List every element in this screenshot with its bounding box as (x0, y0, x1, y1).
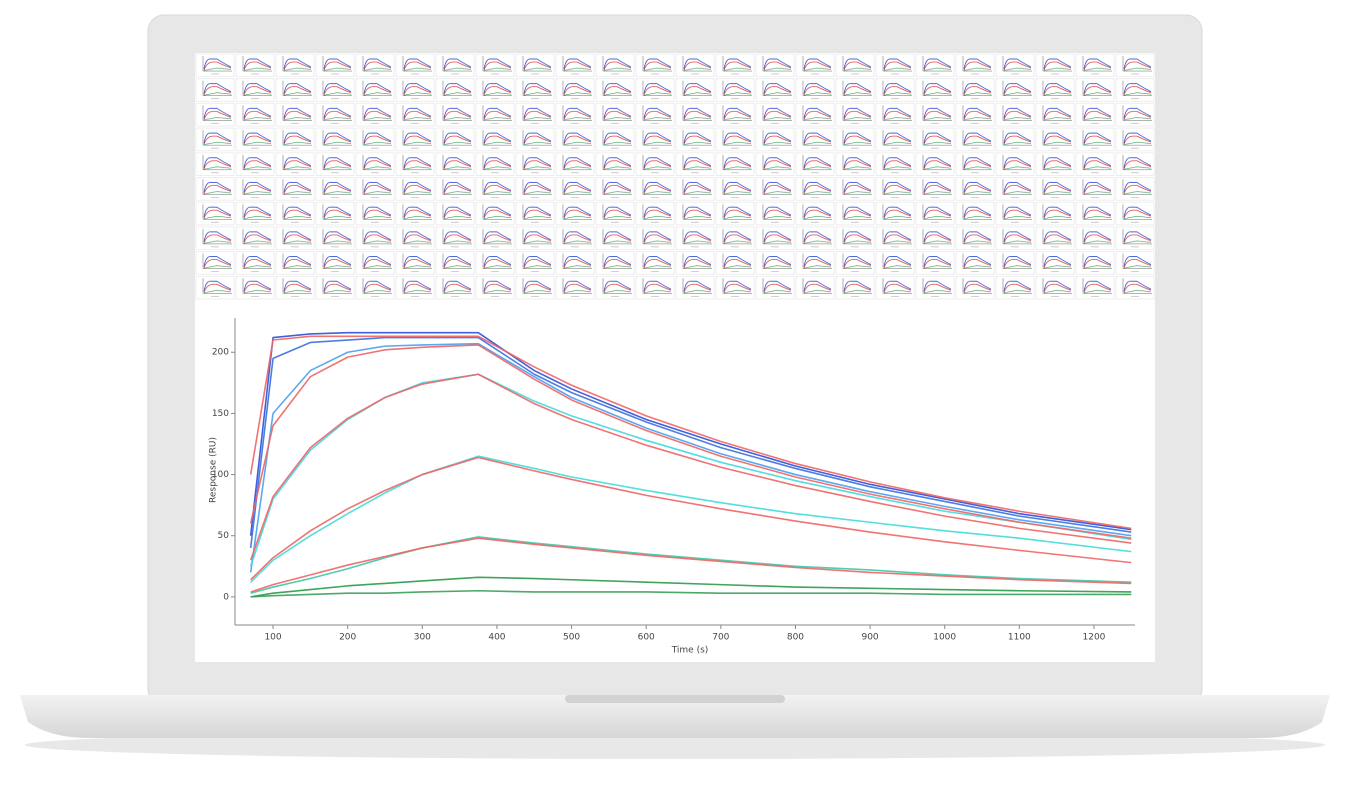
series-line (250, 536, 1132, 594)
x-tick-label: 400 (488, 633, 505, 643)
series-line (249, 344, 1132, 539)
thumbnail-grid (195, 53, 1155, 300)
series-line (249, 342, 1132, 573)
series-line (250, 589, 1132, 598)
series-line (249, 373, 1132, 561)
series-line (249, 373, 1132, 567)
series-line (250, 455, 1132, 583)
x-axis-label: Time (s) (671, 646, 709, 656)
notch (565, 695, 785, 703)
x-tick-label: 1100 (1008, 633, 1031, 643)
x-tick-label: 900 (861, 633, 878, 643)
x-tick-label: 800 (787, 633, 804, 643)
x-tick-label: 600 (638, 633, 655, 643)
sensorgram: Time (s) Response (RU) 100 200 300 400 500 60… (209, 318, 1135, 656)
series-line (249, 335, 1132, 530)
series-line (249, 336, 1132, 549)
y-tick-label: 150 (212, 409, 229, 419)
x-tick-label: 100 (264, 633, 281, 643)
x-tick-label: 700 (712, 633, 729, 643)
y-tick-label: 200 (212, 348, 229, 358)
series-line (250, 537, 1132, 593)
y-tick-label: 100 (212, 470, 229, 480)
x-tick-label: 500 (563, 633, 580, 643)
y-axis-label: Response (RU) (209, 437, 219, 503)
series-line (249, 331, 1132, 536)
y-tick-label: 50 (218, 531, 230, 541)
x-tick-label: 300 (414, 633, 431, 643)
y-tick-label: 0 (223, 592, 229, 602)
x-tick-label: 200 (339, 633, 356, 643)
laptop-base (20, 695, 1330, 738)
x-tick-label: 1200 (1083, 633, 1106, 643)
series-line (250, 456, 1132, 581)
series-line (250, 576, 1132, 598)
x-tick-label: 1000 (933, 633, 956, 643)
